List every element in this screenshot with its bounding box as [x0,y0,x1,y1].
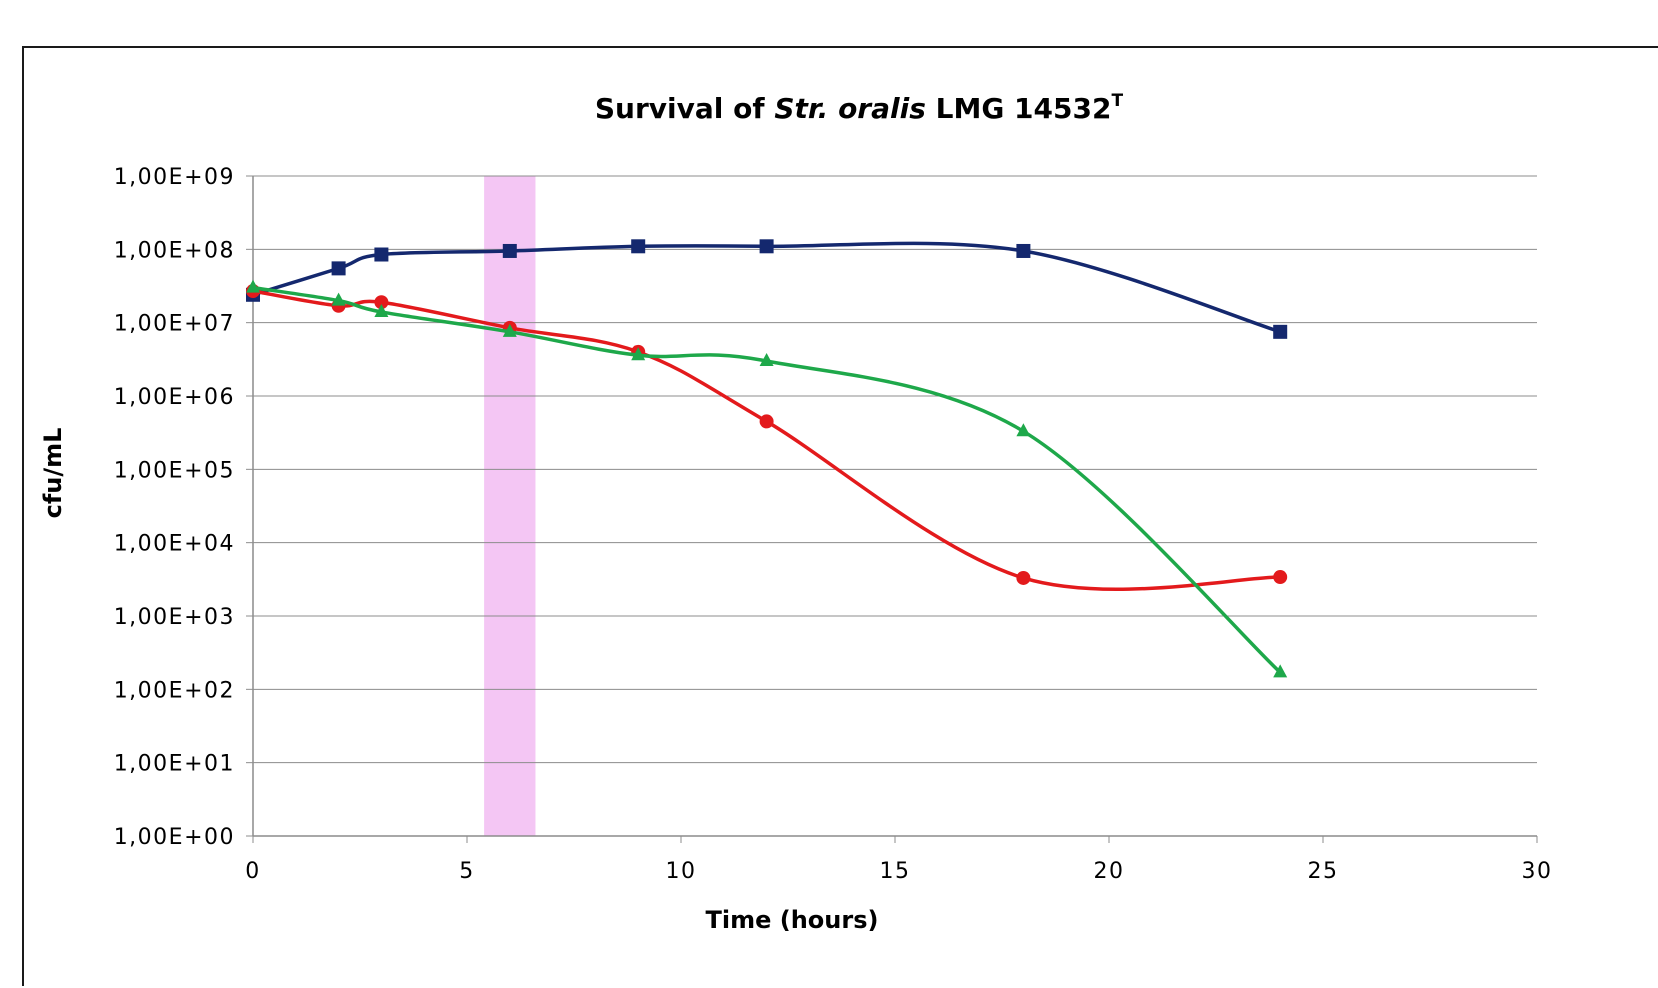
y-tick-label: 1,00E+03 [114,605,235,630]
chart-title-suffix: LMG 14532 [926,92,1112,125]
data-point-square [759,239,774,254]
x-tick-label: 10 [666,859,697,884]
data-point-triangle [502,323,517,337]
data-point-triangle [246,279,260,293]
y-tick-label: 1,00E+02 [114,678,235,703]
x-tick-label: 30 [1522,859,1553,884]
data-point-triangle [1273,664,1288,678]
data-point-triangle [1016,423,1031,437]
grid-layer [253,175,1537,764]
data-point-circle [1016,570,1031,585]
data-point-square [374,247,389,262]
data-point-circle [374,295,389,310]
data-point-circle [1273,570,1288,585]
x-tick-label: 20 [1094,859,1125,884]
data-point-square [331,261,346,276]
chart-svg: Survival of Str. oralis LMG 14532T 1,00E… [39,91,1553,934]
axis-layer: 1,00E+00 1,00E+01 1,00E+02 1,00E+03 1,00E+04… [114,165,1553,884]
y-tick-label: 1,00E+00 [114,825,235,850]
y-tick-label: 1,00E+09 [114,165,235,190]
series-line-triangle [252,285,1282,674]
y-tick-label: 1,00E+08 [114,238,235,263]
chart-title: Survival of Str. oralis LMG 14532T [595,91,1124,125]
x-tick-label: 25 [1308,859,1339,884]
series-layer [246,239,1288,678]
highlight-band [484,176,536,836]
data-point-square [502,243,517,258]
series-line-square [252,241,1281,334]
chart-title-superscript: T [1111,91,1123,111]
y-tick-label: 1,00E+01 [114,752,235,777]
data-point-triangle [759,353,774,367]
y-axis-title: cfu/mL [39,428,67,519]
data-point-square [631,239,646,254]
chart-frame: Survival of Str. oralis LMG 14532T 1,00E… [22,46,1658,986]
chart-title-italic: Str. oralis [774,92,926,125]
data-point-square [1016,243,1031,258]
chart-title-prefix: Survival of [595,92,774,125]
highlight-band-layer [484,176,536,836]
y-tick-label: 1,00E+04 [114,532,235,557]
y-tick-label: 1,00E+07 [114,312,235,337]
x-tick-label: 0 [245,859,261,884]
x-tick-label: 15 [880,859,911,884]
data-point-triangle [331,292,346,306]
x-axis-title: Time (hours) [706,906,879,934]
data-point-triangle [374,303,389,317]
x-tick-label: 5 [459,859,475,884]
data-point-circle [759,414,774,429]
series-line-circle [252,289,1281,591]
y-tick-label: 1,00E+05 [114,458,235,483]
data-point-triangle [631,347,646,361]
y-tick-label: 1,00E+06 [114,385,235,410]
data-point-square [1273,324,1288,339]
